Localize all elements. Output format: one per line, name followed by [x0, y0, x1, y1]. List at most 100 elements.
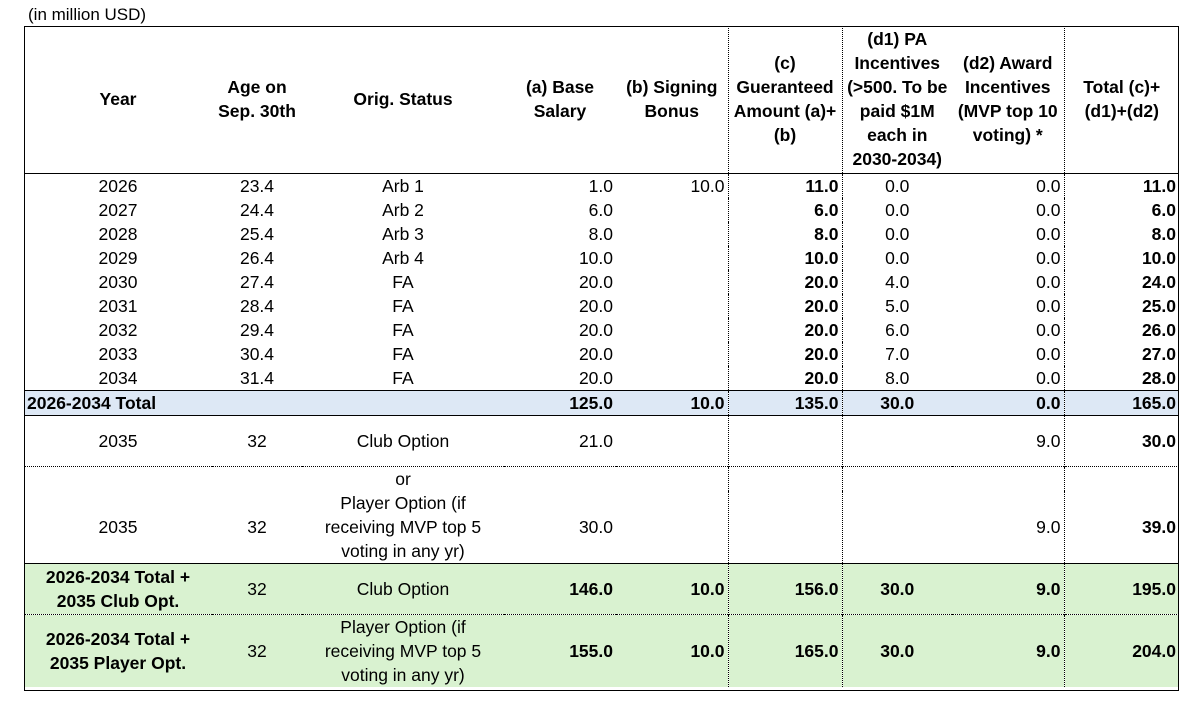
- total-cell: 195.0: [1064, 562, 1179, 614]
- header-signing-bonus: (b) Signing Bonus: [616, 26, 729, 174]
- total-cell: 26.0: [1141, 319, 1176, 340]
- year-cell: 2034: [98, 367, 138, 388]
- base-cell: 155.0: [504, 613, 616, 687]
- bonus-cell: [616, 365, 729, 390]
- bonus-cell: [616, 293, 729, 318]
- age-cell: 26.4: [239, 247, 275, 268]
- total-cell: 10.0: [1141, 247, 1176, 268]
- table-row: 2034 31.4 FA 20.0 20.0 8.0 0.0 28.0: [24, 365, 1179, 390]
- status-cell: Arb 1: [382, 175, 424, 196]
- total-club-label: 2026-2034 Total + 2035 Club Opt.: [24, 562, 212, 614]
- pa-cell: 6.0: [885, 319, 910, 340]
- base-cell: 20.0: [578, 295, 613, 316]
- bonus-cell: [616, 245, 729, 270]
- year-cell: 2029: [98, 247, 138, 268]
- base-cell: 20.0: [578, 271, 613, 292]
- header-year: Year: [24, 26, 212, 174]
- pa-cell: [842, 415, 952, 466]
- status-cell: Club Option: [302, 562, 504, 614]
- age-cell: 27.4: [239, 271, 275, 292]
- award-cell: 0.0: [952, 221, 1065, 246]
- guaranteed-cell: 20.0: [728, 293, 843, 318]
- guaranteed-cell: 8.0: [728, 221, 843, 246]
- subtotal-base: 125.0: [504, 389, 616, 416]
- guaranteed-cell: [728, 415, 843, 466]
- base-cell: 21.0: [578, 430, 613, 451]
- base-cell: 20.0: [578, 319, 613, 340]
- guaranteed-cell: 11.0: [728, 173, 843, 198]
- subtotal-guaranteed: 135.0: [728, 389, 843, 416]
- guaranteed-cell: 20.0: [728, 341, 843, 366]
- table-row: 2027 24.4 Arb 2 6.0 6.0 0.0 0.0 6.0: [24, 197, 1179, 222]
- table-row: 2029 26.4 Arb 4 10.0 10.0 0.0 0.0 10.0: [24, 245, 1179, 270]
- header-status: Orig. Status: [302, 26, 504, 174]
- year-cell: 2035: [98, 516, 138, 537]
- guaranteed-cell: 156.0: [728, 562, 843, 614]
- pa-cell: [842, 491, 952, 564]
- age-cell: 23.4: [239, 175, 275, 196]
- pa-cell: 0.0: [885, 199, 910, 220]
- header-age: Age on Sep. 30th: [212, 26, 302, 174]
- age-cell: 30.4: [239, 343, 275, 364]
- total-player-label: 2026-2034 Total + 2035 Player Opt.: [24, 613, 212, 687]
- year-cell: 2031: [98, 295, 138, 316]
- subtotal-row: 2026-2034 Total 125.0 10.0 135.0 30.0 0.…: [24, 389, 1179, 416]
- bonus-cell: 10.0: [616, 562, 729, 614]
- header-total: Total (c)+(d1)+(d2): [1064, 26, 1179, 174]
- table-row: 2031 28.4 FA 20.0 20.0 5.0 0.0 25.0: [24, 293, 1179, 318]
- bonus-cell: [616, 341, 729, 366]
- award-cell: 0.0: [952, 293, 1065, 318]
- guaranteed-cell: 10.0: [728, 245, 843, 270]
- status-cell: FA: [392, 343, 414, 364]
- age-cell: 29.4: [239, 319, 275, 340]
- pa-cell: 30.0: [842, 562, 952, 614]
- contract-table: Year Age on Sep. 30th Orig. Status (a) B…: [24, 26, 1179, 687]
- pa-cell: 0.0: [885, 175, 910, 196]
- age-cell: 32: [212, 613, 302, 687]
- table-row: 2033 30.4 FA 20.0 20.0 7.0 0.0 27.0: [24, 341, 1179, 366]
- total-cell: 8.0: [1151, 223, 1176, 244]
- total-cell: 25.0: [1141, 295, 1176, 316]
- status-cell: FA: [392, 319, 414, 340]
- subtotal-bonus: 10.0: [616, 389, 729, 416]
- age-cell: 32: [247, 516, 267, 537]
- table-row: 2026 23.4 Arb 1 1.0 10.0 11.0 0.0 0.0 11…: [24, 173, 1179, 198]
- pa-cell: 0.0: [885, 223, 910, 244]
- total-cell: 204.0: [1064, 613, 1179, 687]
- pa-cell: 8.0: [885, 367, 910, 388]
- base-cell: 8.0: [588, 223, 613, 244]
- unit-note: (in million USD): [28, 5, 147, 24]
- base-cell: 30.0: [578, 516, 613, 537]
- status-cell: Arb 4: [382, 247, 424, 268]
- status-cell: FA: [392, 271, 414, 292]
- bonus-cell: 10.0: [616, 173, 729, 198]
- bonus-cell: [616, 269, 729, 294]
- award-cell: 9.0: [952, 562, 1065, 614]
- bonus-cell: [616, 490, 729, 563]
- base-cell: 20.0: [578, 343, 613, 364]
- pa-cell: 0.0: [885, 247, 910, 268]
- header-guaranteed: (c) Gueranteed Amount (a)+(b): [728, 26, 843, 174]
- club-option-row: 2035 32 Club Option 21.0 9.0 30.0: [24, 415, 1179, 466]
- bonus-cell: [616, 221, 729, 246]
- guaranteed-cell: 20.0: [728, 269, 843, 294]
- bonus-cell: [616, 317, 729, 342]
- status-cell: Player Option (if receiving MVP top 5 vo…: [324, 492, 482, 561]
- total-cell: 27.0: [1141, 343, 1176, 364]
- award-cell: 0.0: [952, 317, 1065, 342]
- total-cell: 11.0: [1142, 175, 1176, 196]
- year-cell: 2032: [98, 319, 138, 340]
- total-player-option-row: 2026-2034 Total + 2035 Player Opt. 32 Pl…: [24, 613, 1179, 687]
- year-cell: 2028: [98, 223, 138, 244]
- subtotal-award: 0.0: [952, 389, 1065, 416]
- year-cell: 2030: [98, 271, 138, 292]
- status-cell: Arb 3: [382, 223, 424, 244]
- table-row: 2030 27.4 FA 20.0 20.0 4.0 0.0 24.0: [24, 269, 1179, 294]
- header-row: Year Age on Sep. 30th Orig. Status (a) B…: [24, 26, 1179, 174]
- award-cell: 0.0: [952, 197, 1065, 222]
- base-cell: 6.0: [588, 199, 613, 220]
- guaranteed-cell: 6.0: [728, 197, 843, 222]
- base-cell: 10.0: [578, 247, 613, 268]
- pa-cell: 7.0: [885, 343, 910, 364]
- award-cell: 0.0: [952, 269, 1065, 294]
